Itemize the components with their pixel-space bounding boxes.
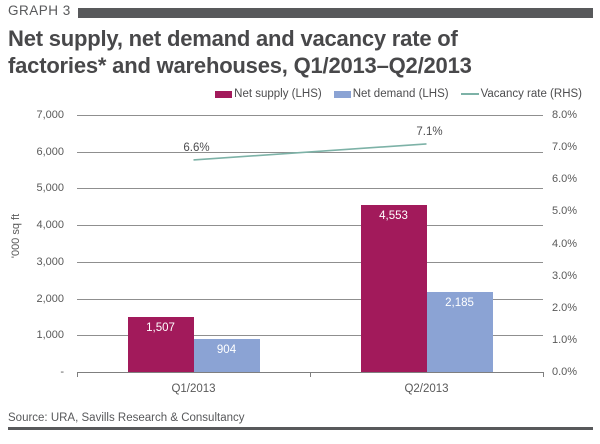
bar-net-demand: 904 <box>193 338 260 372</box>
gridline <box>77 335 543 337</box>
vacancy-rate-value-label: 6.6% <box>183 141 210 154</box>
x-axis-tick <box>310 373 311 377</box>
bar-value-label: 2,185 <box>445 296 474 309</box>
right-axis-tick-label: 8.0% <box>552 109 578 121</box>
chart-title: Net supply, net demand and vacancy rate … <box>8 25 594 79</box>
bar-value-label: 4,553 <box>379 209 408 222</box>
right-axis-tick-label: 5.0% <box>552 205 578 218</box>
vacancy-rate-line-icon <box>460 93 479 95</box>
right-axis-tick-label: 7.0% <box>552 141 578 154</box>
left-axis-tick-label: - <box>60 366 64 378</box>
gridline <box>77 188 543 190</box>
graph-number-label: GRAPH 3 <box>8 3 71 18</box>
bar-net-supply: 4,553 <box>360 204 427 372</box>
left-axis-tick-label: 2,000 <box>36 292 64 305</box>
vacancy-rate-value-label: 7.1% <box>416 125 443 138</box>
chart-title-line-2: factories* and warehouses, Q1/2013–Q2/20… <box>8 53 472 78</box>
left-axis-tick-label: 1,000 <box>36 329 64 342</box>
bar-net-supply: 1,507 <box>127 316 194 372</box>
gridline <box>77 261 543 263</box>
chart-legend: Net supply (LHS) Net demand (LHS) Vacanc… <box>0 87 582 101</box>
gridline <box>77 115 543 116</box>
legend-item-vacancy-rate: Vacancy rate (RHS) <box>460 88 582 100</box>
legend-label-net-supply: Net supply (LHS) <box>234 88 322 100</box>
footer-rule <box>8 427 593 430</box>
x-axis-tick <box>77 373 78 377</box>
right-axis-tick-label: 3.0% <box>552 269 578 282</box>
x-axis-tick <box>543 373 544 377</box>
bar-value-label: 904 <box>216 343 237 356</box>
gridline <box>77 225 543 227</box>
net-supply-swatch-icon <box>215 90 233 98</box>
legend-label-vacancy-rate: Vacancy rate (RHS) <box>480 88 582 100</box>
left-axis-tick-label: 5,000 <box>36 182 64 195</box>
right-axis-tick-label: 6.0% <box>552 173 578 186</box>
right-axis-tick-label: 1.0% <box>552 333 578 346</box>
bar-value-label: 1,507 <box>146 321 175 334</box>
net-demand-swatch-icon <box>333 90 351 98</box>
gridline <box>77 151 543 153</box>
chart-title-line-1: Net supply, net demand and vacancy rate … <box>8 26 458 51</box>
legend-item-net-supply: Net supply (LHS) <box>215 88 322 100</box>
legend-label-net-demand: Net demand (LHS) <box>352 88 449 100</box>
right-axis-tick-label: 0.0% <box>552 366 578 378</box>
left-axis-tick-label: 4,000 <box>36 219 64 232</box>
source-note: Source: URA, Savills Research & Consulta… <box>8 412 245 424</box>
left-axis-tick-label: 7,000 <box>36 109 64 121</box>
bar-net-demand: 2,185 <box>426 291 493 372</box>
right-axis-tick-label: 2.0% <box>552 301 578 314</box>
legend-item-net-demand: Net demand (LHS) <box>333 88 449 100</box>
header-rule-bar <box>78 8 593 18</box>
left-axis-title: '000 sq ft <box>10 213 22 259</box>
gridline <box>77 298 543 300</box>
x-axis-line <box>77 372 544 373</box>
left-axis-tick-label: 6,000 <box>36 145 64 158</box>
x-axis-category-label: Q2/2013 <box>404 383 449 395</box>
x-axis-category-label: Q1/2013 <box>171 383 216 395</box>
left-axis-tick-label: 3,000 <box>36 255 64 268</box>
right-axis-tick-label: 4.0% <box>552 237 578 250</box>
